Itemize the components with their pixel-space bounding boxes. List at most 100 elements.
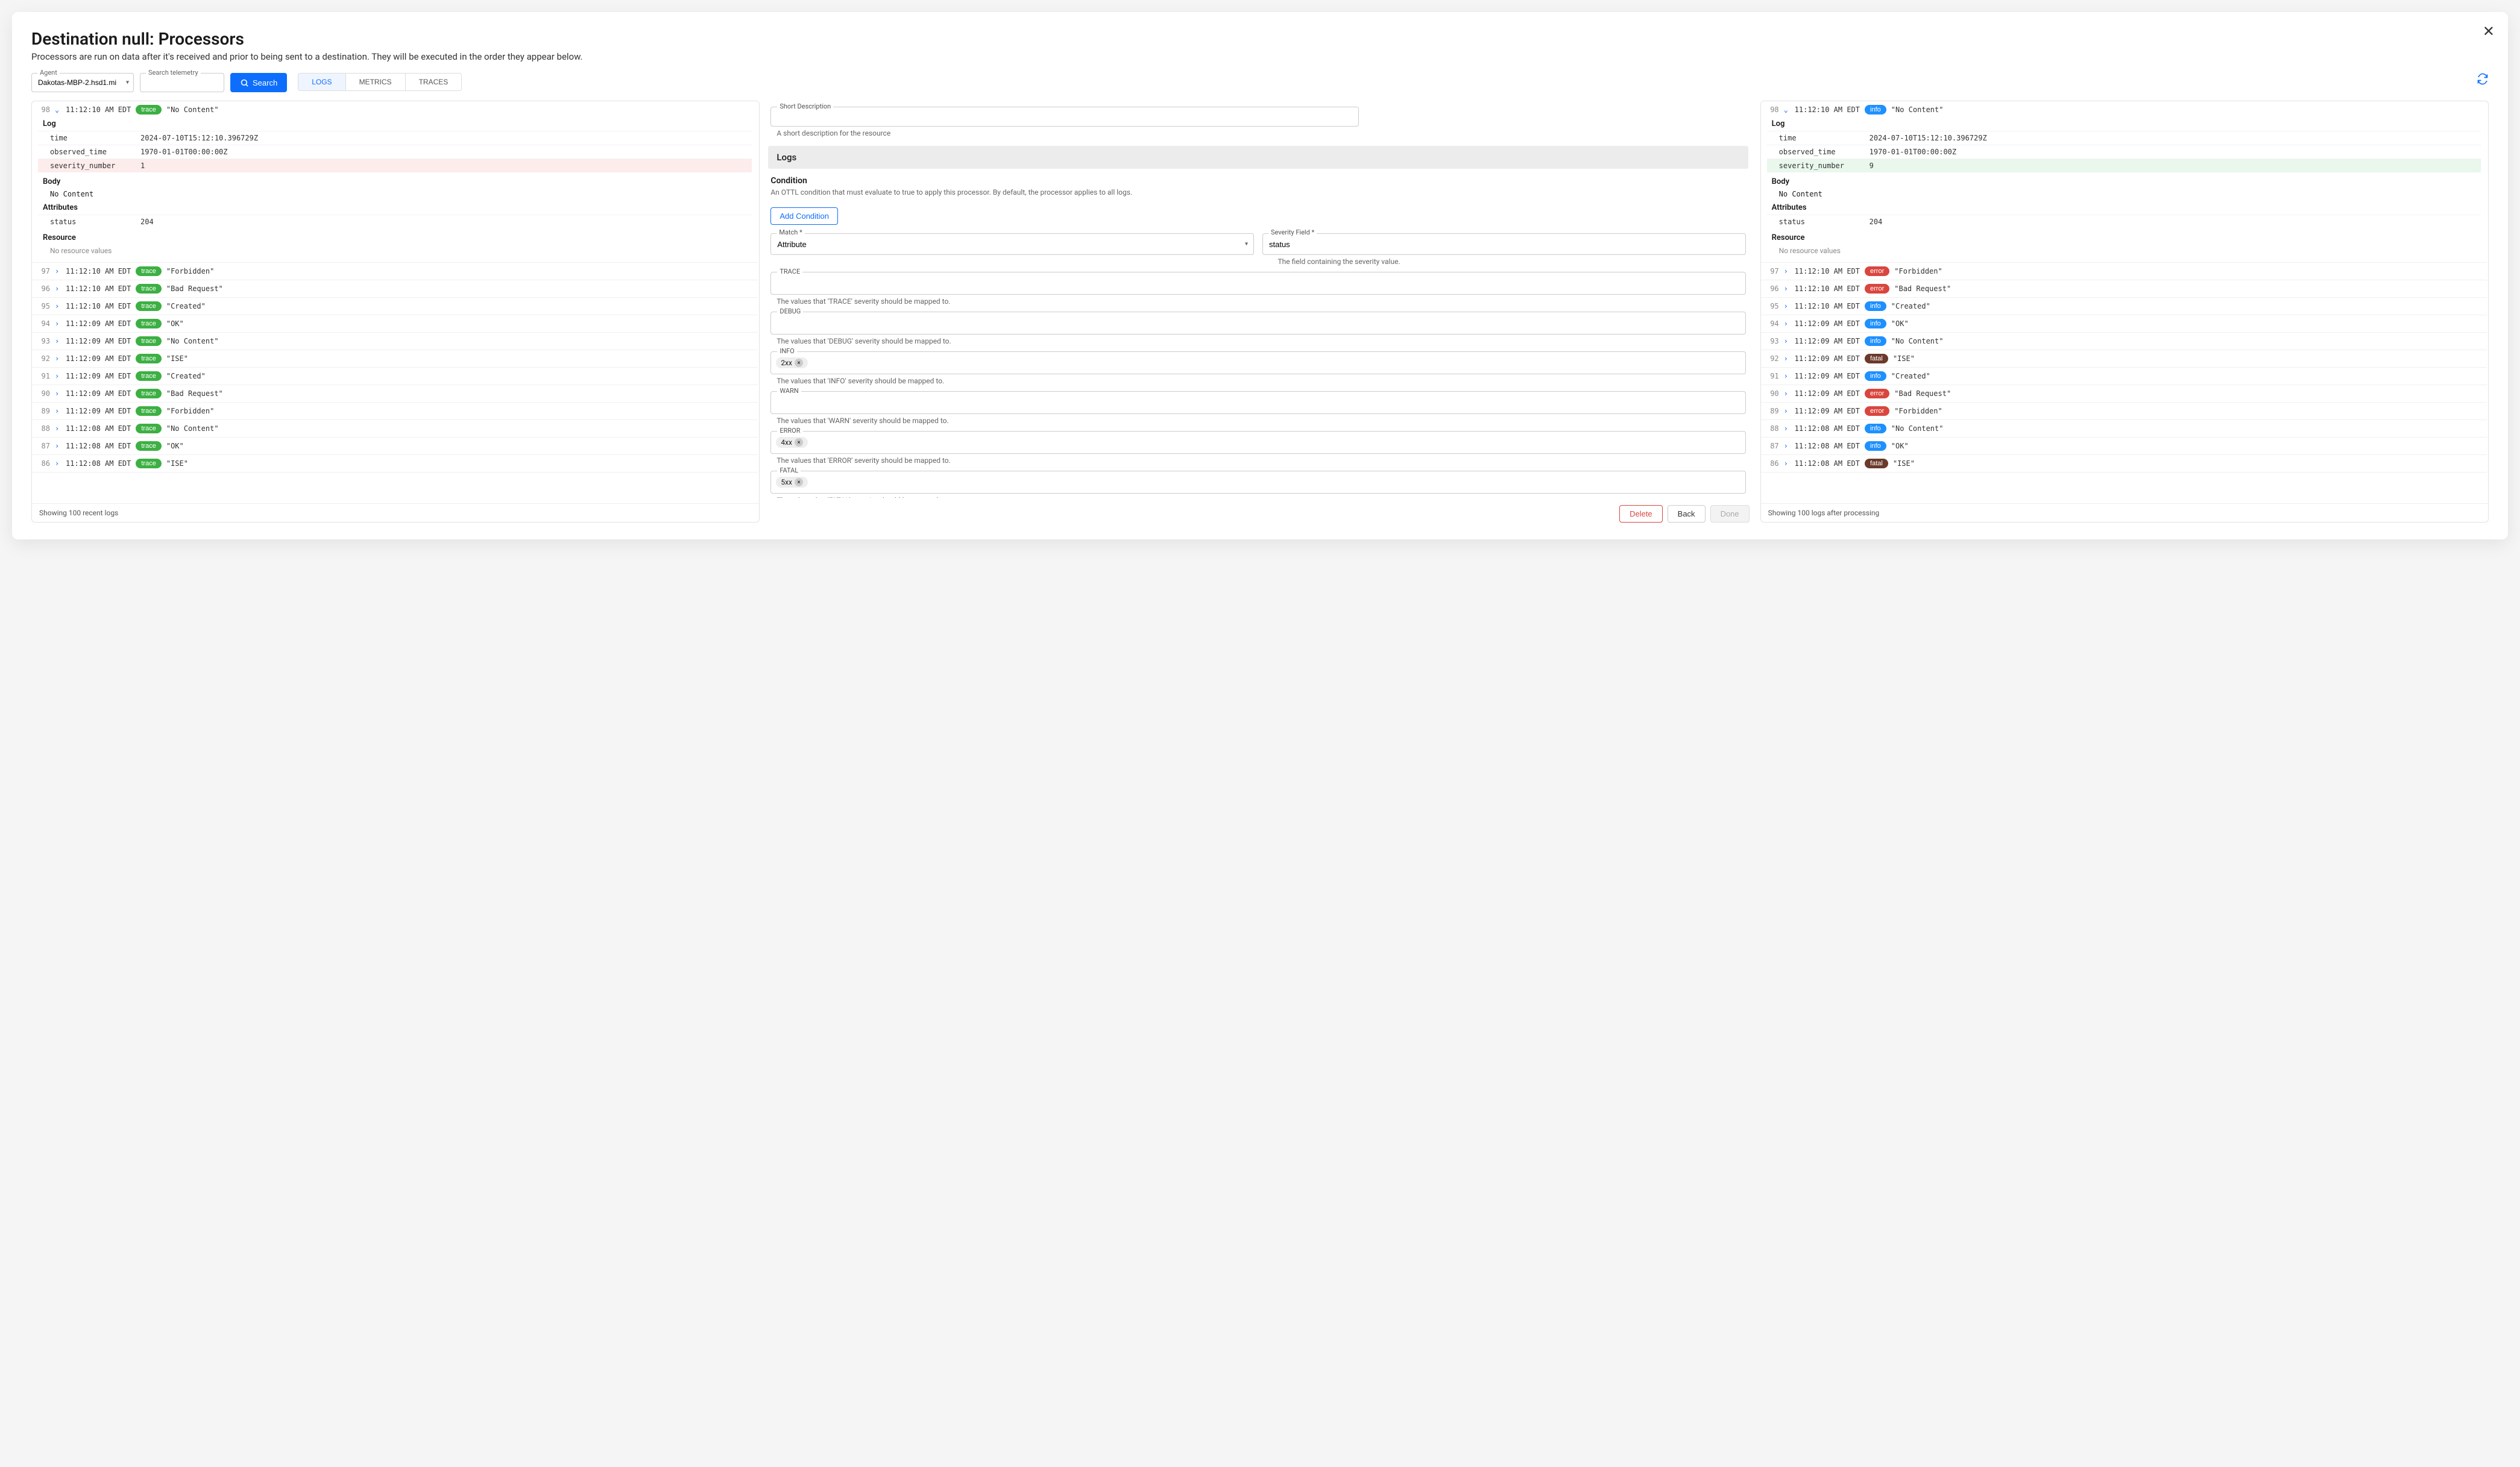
log-row[interactable]: 91 › 11:12:09 AM EDT info "Created" bbox=[1761, 368, 2487, 385]
log-row[interactable]: 92 › 11:12:09 AM EDT fatal "ISE" bbox=[1761, 350, 2487, 368]
severity-badge: info bbox=[1865, 336, 1886, 346]
log-field: observed_time1970-01-01T00:00:00Z bbox=[1767, 145, 2481, 159]
severity-badge: trace bbox=[136, 336, 161, 346]
severity-error-input[interactable]: 4xx× bbox=[771, 432, 1745, 453]
chevron-right-icon: › bbox=[1784, 372, 1790, 380]
severity-debug-field[interactable]: DEBUG bbox=[770, 312, 1745, 335]
severity-badge: trace bbox=[136, 105, 161, 115]
log-row[interactable]: 88 › 11:12:08 AM EDT trace "No Content" bbox=[32, 420, 758, 438]
short-description-field[interactable]: Short Description bbox=[770, 107, 1358, 127]
back-button[interactable]: Back bbox=[1668, 505, 1706, 523]
log-field: time2024-07-10T15:12:10.396729Z bbox=[1767, 131, 2481, 145]
log-row[interactable]: 88 › 11:12:08 AM EDT info "No Content" bbox=[1761, 420, 2487, 438]
form-actions: Delete Back Done bbox=[768, 498, 1751, 523]
severity-badge: trace bbox=[136, 389, 161, 398]
severity-badge: error bbox=[1865, 389, 1889, 398]
match-select[interactable]: Attribute bbox=[770, 233, 1254, 255]
search-button[interactable]: Search bbox=[230, 73, 287, 92]
log-field: severity_number9 bbox=[1767, 159, 2481, 172]
close-button[interactable]: ✕ bbox=[2483, 23, 2495, 40]
severity-error-field[interactable]: ERROR 4xx× bbox=[770, 431, 1745, 454]
log-row[interactable]: 87 › 11:12:08 AM EDT info "OK" bbox=[1761, 438, 2487, 455]
chevron-right-icon: › bbox=[55, 284, 61, 293]
severity-badge: trace bbox=[136, 301, 161, 311]
page-subtitle: Processors are run on data after it's re… bbox=[31, 51, 2489, 62]
telemetry-tabs: LOGS METRICS TRACES bbox=[298, 73, 462, 91]
log-row[interactable]: 95 › 11:12:10 AM EDT trace "Created" bbox=[32, 298, 758, 315]
chevron-right-icon: › bbox=[1784, 459, 1790, 468]
log-row[interactable]: 96 › 11:12:10 AM EDT error "Bad Request" bbox=[1761, 280, 2487, 298]
severity-trace-input[interactable] bbox=[771, 272, 1745, 294]
refresh-icon bbox=[2477, 73, 2489, 85]
log-row[interactable]: 86 › 11:12:08 AM EDT trace "ISE" bbox=[32, 455, 758, 473]
tab-logs[interactable]: LOGS bbox=[298, 74, 345, 90]
log-row[interactable]: 89 › 11:12:09 AM EDT trace "Forbidden" bbox=[32, 403, 758, 420]
after-logs-panel: 98 ⌄ 11:12:10 AM EDT info "No Content" L… bbox=[1760, 101, 2489, 523]
log-row[interactable]: 90 › 11:12:09 AM EDT error "Bad Request" bbox=[1761, 385, 2487, 403]
severity-warn-input[interactable] bbox=[771, 392, 1745, 413]
severity-info-field[interactable]: INFO 2xx× bbox=[770, 351, 1745, 374]
severity-info-input[interactable]: 2xx× bbox=[771, 352, 1745, 374]
chevron-down-icon[interactable]: ⌄ bbox=[1784, 105, 1790, 114]
chevron-right-icon: › bbox=[1784, 302, 1790, 310]
severity-trace-field[interactable]: TRACE bbox=[770, 272, 1745, 295]
log-row[interactable]: 87 › 11:12:08 AM EDT trace "OK" bbox=[32, 438, 758, 455]
tab-metrics[interactable]: METRICS bbox=[346, 74, 406, 90]
log-attribute: status204 bbox=[38, 215, 752, 228]
chevron-right-icon: › bbox=[1784, 424, 1790, 433]
severity-info-help: The values that 'INFO' severity should b… bbox=[776, 377, 1745, 385]
chevron-right-icon: › bbox=[55, 459, 61, 468]
short-description-input[interactable] bbox=[771, 107, 1358, 126]
severity-badge: info bbox=[1865, 424, 1886, 433]
severity-chip: 2xx× bbox=[776, 357, 808, 368]
log-row[interactable]: 96 › 11:12:10 AM EDT trace "Bad Request" bbox=[32, 280, 758, 298]
chevron-right-icon: › bbox=[55, 267, 61, 275]
short-description-help: A short description for the resource bbox=[776, 129, 1745, 137]
severity-badge: info bbox=[1865, 319, 1886, 328]
log-row[interactable]: 92 › 11:12:09 AM EDT trace "ISE" bbox=[32, 350, 758, 368]
chip-remove-icon[interactable]: × bbox=[795, 438, 803, 447]
log-row-expanded: 98 ⌄ 11:12:10 AM EDT info "No Content" L… bbox=[1761, 101, 2487, 263]
log-row[interactable]: 90 › 11:12:09 AM EDT trace "Bad Request" bbox=[32, 385, 758, 403]
severity-fatal-input[interactable]: 5xx× bbox=[771, 471, 1745, 493]
condition-help: An OTTL condition that must evaluate to … bbox=[770, 188, 1745, 196]
severity-error-help: The values that 'ERROR' severity should … bbox=[776, 456, 1745, 465]
severity-badge: trace bbox=[136, 406, 161, 416]
log-row[interactable]: 94 › 11:12:09 AM EDT trace "OK" bbox=[32, 315, 758, 333]
add-condition-button[interactable]: Add Condition bbox=[770, 207, 838, 225]
log-row[interactable]: 93 › 11:12:09 AM EDT trace "No Content" bbox=[32, 333, 758, 350]
severity-badge: error bbox=[1865, 266, 1889, 276]
controls-bar: Agent Dakotas-MBP-2.hsd1.mi.co... ▾ Sear… bbox=[31, 73, 2489, 92]
severity-field-input[interactable] bbox=[1262, 233, 1746, 255]
chevron-right-icon: › bbox=[1784, 354, 1790, 363]
logs-section-header: Logs bbox=[768, 146, 1748, 169]
log-row[interactable]: 95 › 11:12:10 AM EDT info "Created" bbox=[1761, 298, 2487, 315]
search-icon bbox=[240, 78, 249, 87]
delete-button[interactable]: Delete bbox=[1619, 505, 1663, 523]
chevron-right-icon: › bbox=[1784, 442, 1790, 450]
log-row[interactable]: 97 › 11:12:10 AM EDT error "Forbidden" bbox=[1761, 263, 2487, 280]
chip-remove-icon[interactable]: × bbox=[795, 478, 803, 486]
log-row[interactable]: 97 › 11:12:10 AM EDT trace "Forbidden" bbox=[32, 263, 758, 280]
processors-modal: ✕ Destination null: Processors Processor… bbox=[12, 12, 2508, 539]
tab-traces[interactable]: TRACES bbox=[406, 74, 462, 90]
severity-fatal-field[interactable]: FATAL 5xx× bbox=[770, 471, 1745, 494]
log-field: time2024-07-10T15:12:10.396729Z bbox=[38, 131, 752, 145]
severity-badge: trace bbox=[136, 441, 161, 451]
severity-badge: fatal bbox=[1865, 354, 1888, 363]
page-title: Destination null: Processors bbox=[31, 29, 2489, 49]
severity-badge: trace bbox=[136, 266, 161, 276]
severity-debug-input[interactable] bbox=[771, 312, 1745, 334]
log-row[interactable]: 86 › 11:12:08 AM EDT fatal "ISE" bbox=[1761, 455, 2487, 473]
log-row[interactable]: 89 › 11:12:09 AM EDT error "Forbidden" bbox=[1761, 403, 2487, 420]
chip-remove-icon[interactable]: × bbox=[795, 359, 803, 367]
log-row[interactable]: 93 › 11:12:09 AM EDT info "No Content" bbox=[1761, 333, 2487, 350]
log-attribute: status204 bbox=[1767, 215, 2481, 228]
log-row[interactable]: 91 › 11:12:09 AM EDT trace "Created" bbox=[32, 368, 758, 385]
chevron-down-icon[interactable]: ⌄ bbox=[55, 105, 61, 114]
done-button[interactable]: Done bbox=[1710, 505, 1750, 523]
log-row-expanded: 98 ⌄ 11:12:10 AM EDT trace "No Content" … bbox=[32, 101, 758, 263]
refresh-button[interactable] bbox=[2477, 73, 2489, 87]
log-row[interactable]: 94 › 11:12:09 AM EDT info "OK" bbox=[1761, 315, 2487, 333]
severity-warn-field[interactable]: WARN bbox=[770, 391, 1745, 414]
